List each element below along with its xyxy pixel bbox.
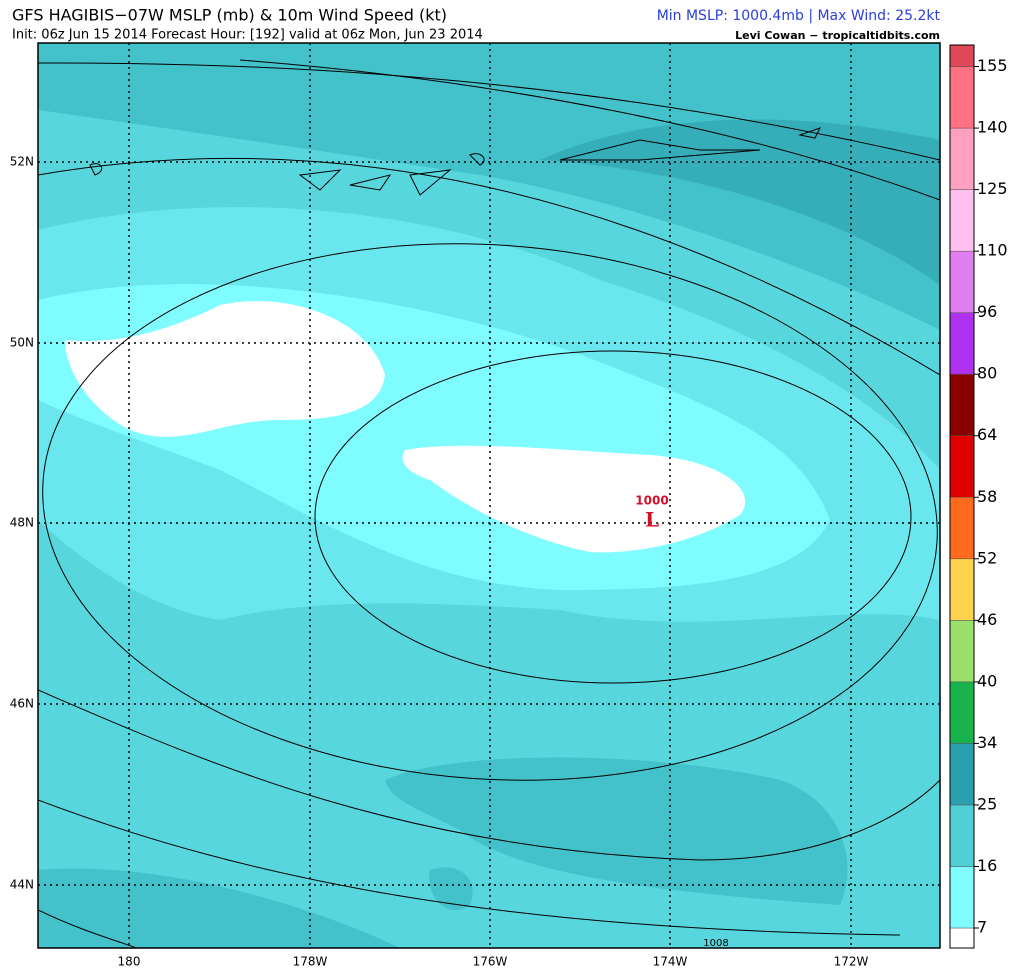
stats: Min MSLP: 1000.4mb | Max Wind: 25.2kt <box>657 8 941 24</box>
colorbar-swatch <box>949 373 975 436</box>
colorbar-label: 16 <box>977 856 997 875</box>
colorbar-swatch <box>949 250 975 313</box>
credit: Levi Cowan − tropicaltidbits.com <box>735 29 940 42</box>
colorbar-swatch <box>949 435 975 498</box>
lon-label: 178W <box>293 955 328 969</box>
lon-label: 174W <box>653 955 688 969</box>
colorbar: 7 16 25 34 40 46 52 58 64 80 96 110 125 140 155 <box>949 44 1008 949</box>
colorbar-swatch <box>949 312 975 375</box>
colorbar-label: 140 <box>977 118 1008 137</box>
colorbar-label: 46 <box>977 610 997 629</box>
title: GFS HAGIBIS−07W MSLP (mb) & 10m Wind Spe… <box>12 6 447 25</box>
colorbar-label: 125 <box>977 179 1008 198</box>
lat-label: 52N <box>10 155 34 169</box>
colorbar-swatch <box>949 44 975 67</box>
colorbar-label: 25 <box>977 794 997 813</box>
lat-label: 46N <box>10 697 34 711</box>
colorbar-label: 7 <box>977 918 987 937</box>
lat-label: 50N <box>10 336 34 350</box>
init-line: Init: 06z Jun 15 2014 Forecast Hour: [19… <box>12 28 483 43</box>
lat-label: 44N <box>10 878 34 892</box>
colorbar-swatch <box>949 743 975 806</box>
colorbar-swatch <box>949 804 975 867</box>
colorbar-label: 110 <box>977 241 1008 260</box>
lon-label: 172W <box>834 955 869 969</box>
map: 1008 1000 L <box>38 43 940 949</box>
lat-label: 48N <box>10 516 34 530</box>
map-frame <box>37 42 941 949</box>
colorbar-swatch <box>949 681 975 744</box>
colorbar-swatch <box>949 927 975 949</box>
colorbar-swatch <box>949 66 975 129</box>
colorbar-label: 80 <box>977 364 997 383</box>
colorbar-swatch <box>949 127 975 190</box>
colorbar-label: 52 <box>977 548 997 567</box>
colorbar-swatch <box>949 189 975 252</box>
colorbar-swatch <box>949 866 975 929</box>
low-pressure: 1000 <box>635 494 668 508</box>
lon-label: 176W <box>473 955 508 969</box>
axis-labels: 52N 50N 48N 46N 44N 180 178W 176W 174W 172W <box>10 155 869 969</box>
lon-label: 180 <box>118 955 141 969</box>
contour-label: 1008 <box>703 938 728 949</box>
colorbar-label: 96 <box>977 302 997 321</box>
colorbar-swatch <box>949 497 975 560</box>
colorbar-label: 40 <box>977 671 997 690</box>
colorbar-label: 155 <box>977 56 1008 75</box>
colorbar-swatch <box>949 558 975 621</box>
colorbar-label: 58 <box>977 487 997 506</box>
colorbar-swatch <box>949 620 975 683</box>
colorbar-label: 64 <box>977 425 997 444</box>
colorbar-label: 34 <box>977 733 997 752</box>
colorbar-frame <box>949 44 975 949</box>
low-symbol: L <box>645 508 659 532</box>
